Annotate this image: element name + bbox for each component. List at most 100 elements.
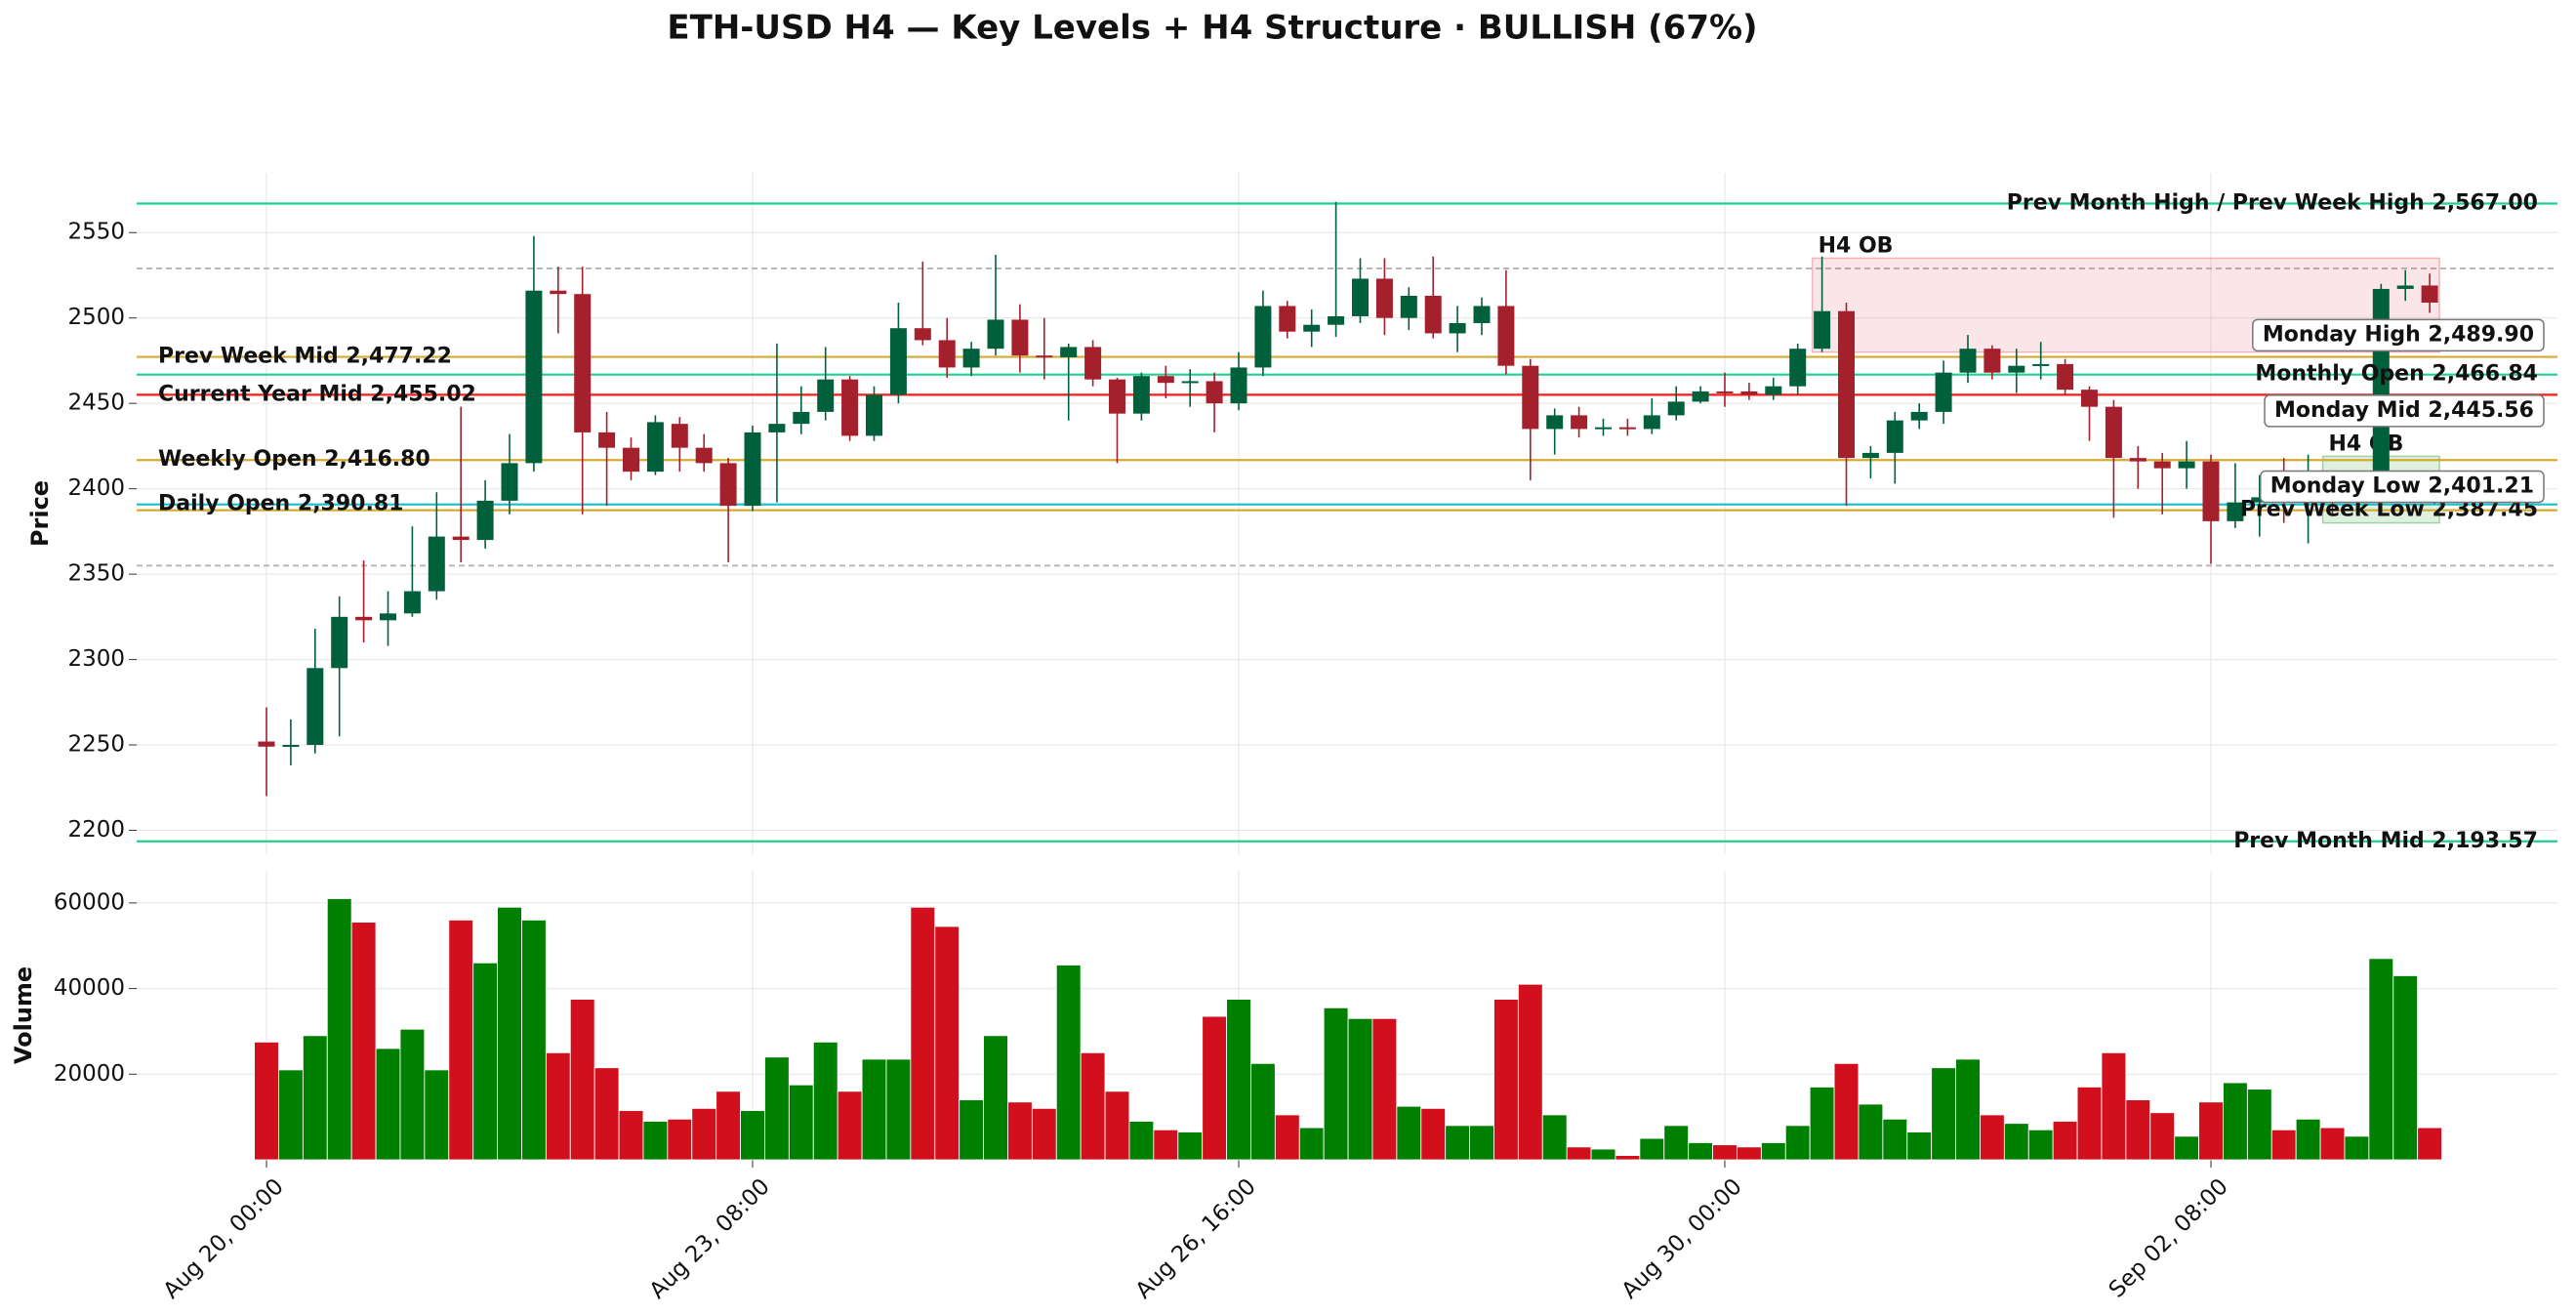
volume-bar xyxy=(1639,1137,1665,1161)
volume-bar xyxy=(2344,1135,2370,1161)
candle-body xyxy=(1449,322,1466,334)
candle-body xyxy=(501,463,518,501)
candle-body xyxy=(962,349,980,368)
candle-body xyxy=(2251,497,2269,503)
x-tick-label: Aug 23, 08:00 xyxy=(645,1173,775,1303)
volume-bar xyxy=(1590,1148,1616,1161)
volume-bar xyxy=(326,898,352,1161)
key-level-label: Daily Open 2,390.81 xyxy=(158,492,403,516)
candle-body xyxy=(331,616,348,669)
candle-body xyxy=(1643,415,1660,430)
candle-body xyxy=(1303,324,1321,332)
candle-body xyxy=(1667,401,1685,416)
volume-bar xyxy=(1712,1144,1738,1161)
volume-bar xyxy=(959,1099,984,1161)
y-tick-label: 60000 xyxy=(54,889,125,915)
y-axis-label: Volume xyxy=(10,966,37,1064)
candle-body xyxy=(744,432,761,507)
candle-body xyxy=(2129,458,2147,462)
volume-bar xyxy=(546,1051,571,1161)
candle-body xyxy=(1522,365,1539,430)
volume-bar xyxy=(861,1058,887,1161)
volume-bar xyxy=(2417,1127,2442,1161)
candle-body xyxy=(914,328,931,341)
candle-body xyxy=(1959,349,1977,373)
volume-bar xyxy=(1347,1017,1373,1161)
y-tick-label: 2300 xyxy=(67,646,125,672)
volume-bar xyxy=(1688,1142,1713,1161)
level-box xyxy=(2264,394,2545,428)
volume-bar xyxy=(618,1110,644,1161)
volume-bar xyxy=(1445,1125,1470,1161)
candle-body xyxy=(1571,415,1588,430)
x-tick-label: Aug 26, 16:00 xyxy=(1131,1173,1261,1303)
volume-bar xyxy=(1518,983,1543,1161)
level-box-label: Monday High 2,489.90 xyxy=(2263,322,2534,347)
volume-bar xyxy=(2076,1087,2103,1161)
volume-bar xyxy=(472,962,498,1161)
y-tick-label: 20000 xyxy=(54,1061,125,1087)
volume-bar xyxy=(1420,1107,1447,1161)
volume-bar xyxy=(2198,1101,2224,1161)
candle-body xyxy=(1060,347,1078,357)
volume-bar xyxy=(1055,965,1082,1161)
volume-bar xyxy=(1663,1125,1690,1161)
key-level-label: Weekly Open 2,416.80 xyxy=(158,447,430,472)
volume-bar xyxy=(1371,1017,1398,1161)
volume-bar xyxy=(2027,1129,2054,1161)
volume-bar xyxy=(1809,1087,1835,1161)
candle-body xyxy=(1181,381,1199,384)
candle-body xyxy=(866,394,882,436)
volume-bar xyxy=(302,1035,328,1161)
candle-body xyxy=(2008,365,2025,373)
candle-body xyxy=(793,411,810,425)
volume-bar xyxy=(1493,999,1519,1161)
candle-body xyxy=(2032,363,2050,366)
candle-body xyxy=(695,447,713,464)
volume-bar xyxy=(1128,1121,1155,1161)
candle-body xyxy=(1814,310,1831,350)
volume-bar xyxy=(1882,1118,1908,1161)
volume-bar xyxy=(2223,1082,2248,1161)
candle-body xyxy=(403,591,421,614)
y-tick-label: 2450 xyxy=(67,391,125,416)
candle-body xyxy=(2178,461,2195,469)
volume-bar xyxy=(812,1042,838,1161)
volume-bar xyxy=(1275,1114,1300,1161)
volume-bar xyxy=(1298,1127,1325,1161)
volume-bar xyxy=(2392,975,2419,1161)
volume-bar xyxy=(569,999,595,1161)
candle-body xyxy=(282,745,300,748)
y-tick-label: 40000 xyxy=(54,975,125,1001)
volume-bar xyxy=(885,1058,912,1161)
candle-body xyxy=(550,290,567,295)
candle-body xyxy=(1618,427,1636,430)
volume-bar xyxy=(740,1110,765,1161)
volume-bar xyxy=(2101,1051,2127,1161)
key-level-label: Prev Week Mid 2,477.22 xyxy=(158,345,452,369)
volume-bar xyxy=(1396,1105,1422,1161)
zone-label: H4 OB xyxy=(2329,432,2404,456)
candle-body xyxy=(1765,386,1782,395)
candle-body xyxy=(623,447,639,473)
volume-bar xyxy=(278,1069,304,1161)
volume-bar xyxy=(910,906,936,1161)
candle-body xyxy=(1595,427,1612,430)
candle-body xyxy=(2153,461,2171,469)
volume-bar xyxy=(2125,1099,2151,1161)
volume-bar xyxy=(764,1056,790,1161)
candle-body xyxy=(258,741,275,747)
candle-body xyxy=(1132,376,1150,414)
volume-bar xyxy=(2270,1129,2297,1161)
volume-bar xyxy=(691,1107,716,1161)
candle-body xyxy=(574,294,592,432)
candle-body xyxy=(889,328,907,395)
volume-bar xyxy=(1032,1107,1057,1161)
candle-body xyxy=(355,616,373,621)
candle-body xyxy=(1254,306,1272,368)
volume-bar xyxy=(2149,1112,2176,1161)
y-tick-label: 2200 xyxy=(67,817,125,843)
volume-bar xyxy=(2295,1118,2321,1161)
volume-bar xyxy=(1931,1067,1956,1161)
candle-body xyxy=(1230,367,1247,404)
